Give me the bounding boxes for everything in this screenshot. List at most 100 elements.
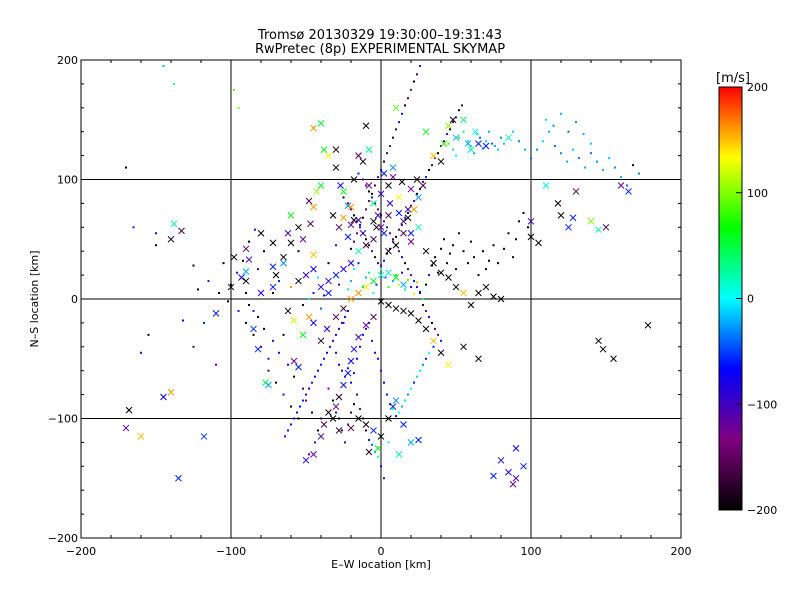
velocity-cross <box>415 194 422 201</box>
velocity-dot <box>431 264 433 267</box>
velocity-cross <box>299 235 307 243</box>
velocity-dot <box>476 133 478 136</box>
velocity-dot <box>401 223 403 226</box>
velocity-cross <box>362 122 370 130</box>
velocity-dot <box>341 321 343 324</box>
velocity-cross <box>430 259 437 267</box>
velocity-dot <box>545 118 547 121</box>
velocity-dot <box>155 244 157 247</box>
velocity-cross <box>437 158 445 165</box>
velocity-dot <box>419 64 421 67</box>
velocity-cross <box>385 182 392 189</box>
velocity-dot <box>552 124 555 127</box>
velocity-dot <box>350 381 352 384</box>
velocity-dot <box>374 202 376 205</box>
velocity-dot <box>275 381 277 384</box>
colorbar-ticks: 200 100 0 −100 −200 <box>736 81 777 517</box>
velocity-cross <box>610 355 617 363</box>
velocity-cross <box>347 221 355 229</box>
velocity-dot <box>347 288 349 291</box>
velocity-dot <box>428 351 430 354</box>
velocity-cross <box>295 277 302 285</box>
velocity-cross <box>445 274 452 281</box>
velocity-dot <box>342 321 345 324</box>
velocity-cross <box>370 313 377 321</box>
velocity-cross <box>385 247 392 255</box>
velocity-dot <box>290 286 292 289</box>
velocity-cross <box>437 349 445 357</box>
velocity-cross <box>347 424 355 432</box>
velocity-dot <box>308 387 310 390</box>
velocity-dot <box>416 281 418 284</box>
velocity-dot <box>302 303 304 306</box>
velocity-dot <box>380 168 382 171</box>
velocity-cross <box>422 128 430 136</box>
velocity-dot <box>287 429 289 432</box>
velocity-dot <box>452 148 454 151</box>
velocity-dot <box>203 321 205 324</box>
velocity-dot <box>341 369 343 372</box>
velocity-cross <box>265 381 272 389</box>
velocity-cross <box>355 247 362 255</box>
velocity-cross <box>325 152 332 159</box>
chart-title: Tromsø 20130329 19:30:00–19:31:43 <box>257 28 502 43</box>
velocity-dot <box>341 429 343 432</box>
velocity-dot <box>257 315 259 318</box>
velocity-dot <box>488 259 490 262</box>
velocity-dot <box>365 327 367 330</box>
velocity-cross <box>565 223 572 231</box>
velocity-dot <box>362 178 364 181</box>
velocity-cross <box>362 421 370 428</box>
velocity-dot <box>494 145 496 148</box>
velocity-cross <box>365 448 373 456</box>
velocity-cross <box>365 146 373 153</box>
velocity-cross <box>280 259 287 267</box>
data-points <box>122 64 652 488</box>
velocity-cross <box>599 345 607 353</box>
velocity-dot <box>350 411 352 414</box>
velocity-dot <box>347 202 349 205</box>
velocity-dot <box>575 121 577 124</box>
velocity-cross <box>407 229 415 237</box>
velocity-cross <box>595 226 602 234</box>
velocity-dot <box>377 208 379 211</box>
velocity-cross <box>355 152 362 159</box>
velocity-dot <box>347 309 349 312</box>
velocity-dot <box>311 411 313 414</box>
velocity-dot <box>522 211 525 214</box>
velocity-dot <box>416 192 418 195</box>
velocity-cross <box>370 235 377 243</box>
colorbar-tick-label: 200 <box>747 81 768 94</box>
velocity-cross <box>497 295 505 303</box>
velocity-cross <box>317 119 325 127</box>
velocity-dot <box>455 268 457 271</box>
velocity-dot <box>215 363 217 366</box>
velocity-dot <box>507 232 510 235</box>
velocity-dot <box>287 363 289 366</box>
velocity-dot <box>392 136 394 139</box>
velocity-cross <box>449 116 457 124</box>
velocity-cross <box>445 122 452 130</box>
velocity-cross <box>460 116 467 124</box>
velocity-dot <box>425 283 427 286</box>
velocity-dot <box>434 156 436 159</box>
velocity-dot <box>401 271 403 274</box>
velocity-dot <box>290 405 292 408</box>
velocity-dot <box>305 399 307 402</box>
velocity-cross <box>527 217 535 225</box>
velocity-cross <box>398 178 406 186</box>
velocity-cross <box>389 164 397 171</box>
velocity-dot <box>428 168 430 171</box>
velocity-dot <box>432 345 435 348</box>
velocity-dot <box>350 247 352 250</box>
velocity-cross <box>335 393 343 401</box>
velocity-cross <box>310 203 317 211</box>
velocity-dot <box>344 375 346 378</box>
velocity-cross <box>340 265 347 273</box>
velocity-dot <box>530 156 532 159</box>
velocity-cross <box>329 415 337 422</box>
velocity-cross <box>355 333 362 341</box>
velocity-dot <box>342 196 345 199</box>
velocity-dot <box>320 307 322 310</box>
velocity-cross <box>178 227 185 235</box>
